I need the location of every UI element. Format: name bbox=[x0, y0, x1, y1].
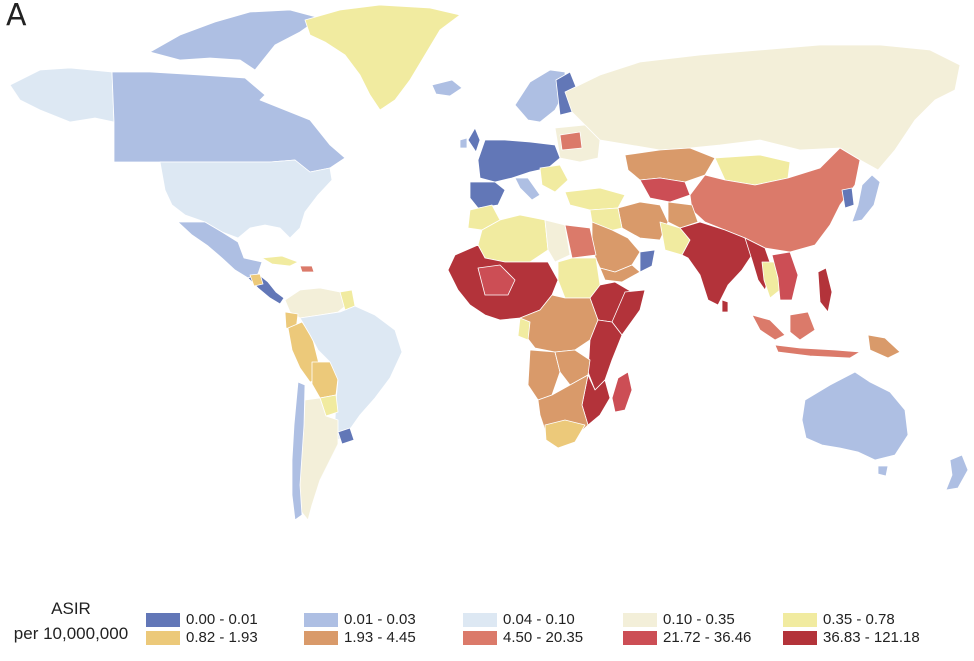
region-belarus bbox=[559, 131, 583, 151]
region-usa bbox=[159, 159, 333, 239]
region-south-africa bbox=[544, 419, 586, 449]
legend-label: 1.93 - 4.45 bbox=[344, 629, 416, 646]
region-brazil bbox=[299, 305, 403, 441]
region-egypt bbox=[564, 224, 597, 259]
legend-label: 0.04 - 0.10 bbox=[503, 611, 575, 628]
region-indochina bbox=[771, 251, 799, 301]
region-western-europe bbox=[477, 139, 561, 183]
region-guatemala bbox=[249, 273, 264, 287]
legend-swatch bbox=[304, 631, 338, 645]
region-canada-north bbox=[149, 9, 321, 71]
region-tasmania bbox=[877, 465, 889, 477]
legend-label: 0.82 - 1.93 bbox=[186, 629, 258, 646]
region-sudan bbox=[557, 257, 601, 299]
region-iceland bbox=[431, 79, 463, 97]
region-central-asia bbox=[639, 177, 691, 203]
legend-label: 0.00 - 0.01 bbox=[186, 611, 258, 628]
region-greenland bbox=[304, 4, 461, 111]
legend-swatch bbox=[146, 613, 180, 627]
region-balkans bbox=[539, 164, 569, 193]
legend-swatch bbox=[623, 631, 657, 645]
region-gabon-congo bbox=[517, 317, 531, 341]
region-thailand bbox=[761, 261, 781, 299]
region-somalia bbox=[611, 289, 646, 336]
legend-swatch bbox=[783, 631, 817, 645]
region-iran bbox=[617, 201, 669, 241]
legend-label: 21.72 - 36.46 bbox=[663, 629, 752, 646]
legend-swatch bbox=[783, 613, 817, 627]
panel-label: A bbox=[6, 0, 27, 33]
region-indonesia-west bbox=[751, 314, 786, 341]
region-italy bbox=[514, 177, 541, 201]
region-uruguay bbox=[337, 427, 355, 445]
region-argentina bbox=[299, 397, 339, 521]
legend-title-line1: ASIR bbox=[51, 599, 91, 618]
legend-title-line2: per 10,000,000 bbox=[13, 624, 129, 643]
region-ireland bbox=[459, 137, 468, 149]
region-madagascar bbox=[611, 371, 633, 413]
legend-label: 0.01 - 0.03 bbox=[344, 611, 416, 628]
region-cuba bbox=[261, 255, 299, 267]
region-canada bbox=[111, 71, 346, 173]
region-kazakhstan bbox=[624, 147, 716, 183]
region-oman bbox=[639, 249, 656, 273]
region-libya bbox=[544, 219, 571, 263]
region-east-africa bbox=[587, 319, 623, 391]
legend-label: 0.10 - 0.35 bbox=[663, 611, 735, 628]
legend-label: 0.35 - 0.78 bbox=[823, 611, 895, 628]
legend-label: 36.83 - 121.18 bbox=[823, 629, 920, 646]
region-sri-lanka bbox=[721, 299, 729, 313]
region-new-zealand bbox=[945, 454, 969, 491]
region-uk bbox=[467, 127, 481, 153]
region-sahel-mid bbox=[477, 264, 516, 296]
region-iberia bbox=[469, 181, 506, 209]
region-russia bbox=[564, 44, 961, 171]
region-korea bbox=[841, 187, 855, 209]
legend-swatch bbox=[463, 613, 497, 627]
legend-swatch bbox=[304, 613, 338, 627]
region-philippines bbox=[817, 267, 833, 313]
region-japan bbox=[851, 174, 881, 223]
world-choropleth-map bbox=[9, 4, 969, 521]
legend-label: 4.50 - 20.35 bbox=[503, 629, 584, 646]
region-chile bbox=[291, 381, 306, 521]
region-australia bbox=[801, 371, 909, 461]
region-turkey bbox=[564, 187, 626, 211]
legend-swatch bbox=[463, 631, 497, 645]
legend-swatch bbox=[146, 631, 180, 645]
region-indonesia-east bbox=[774, 344, 861, 359]
legend-title: ASIR per 10,000,000 bbox=[12, 596, 130, 646]
legend-swatch bbox=[623, 613, 657, 627]
region-alaska bbox=[9, 67, 115, 123]
region-borneo bbox=[789, 311, 816, 341]
region-hispaniola bbox=[299, 265, 315, 273]
region-papua bbox=[867, 334, 901, 359]
region-angola bbox=[527, 349, 561, 401]
region-mexico bbox=[177, 221, 263, 279]
region-india bbox=[679, 221, 753, 306]
